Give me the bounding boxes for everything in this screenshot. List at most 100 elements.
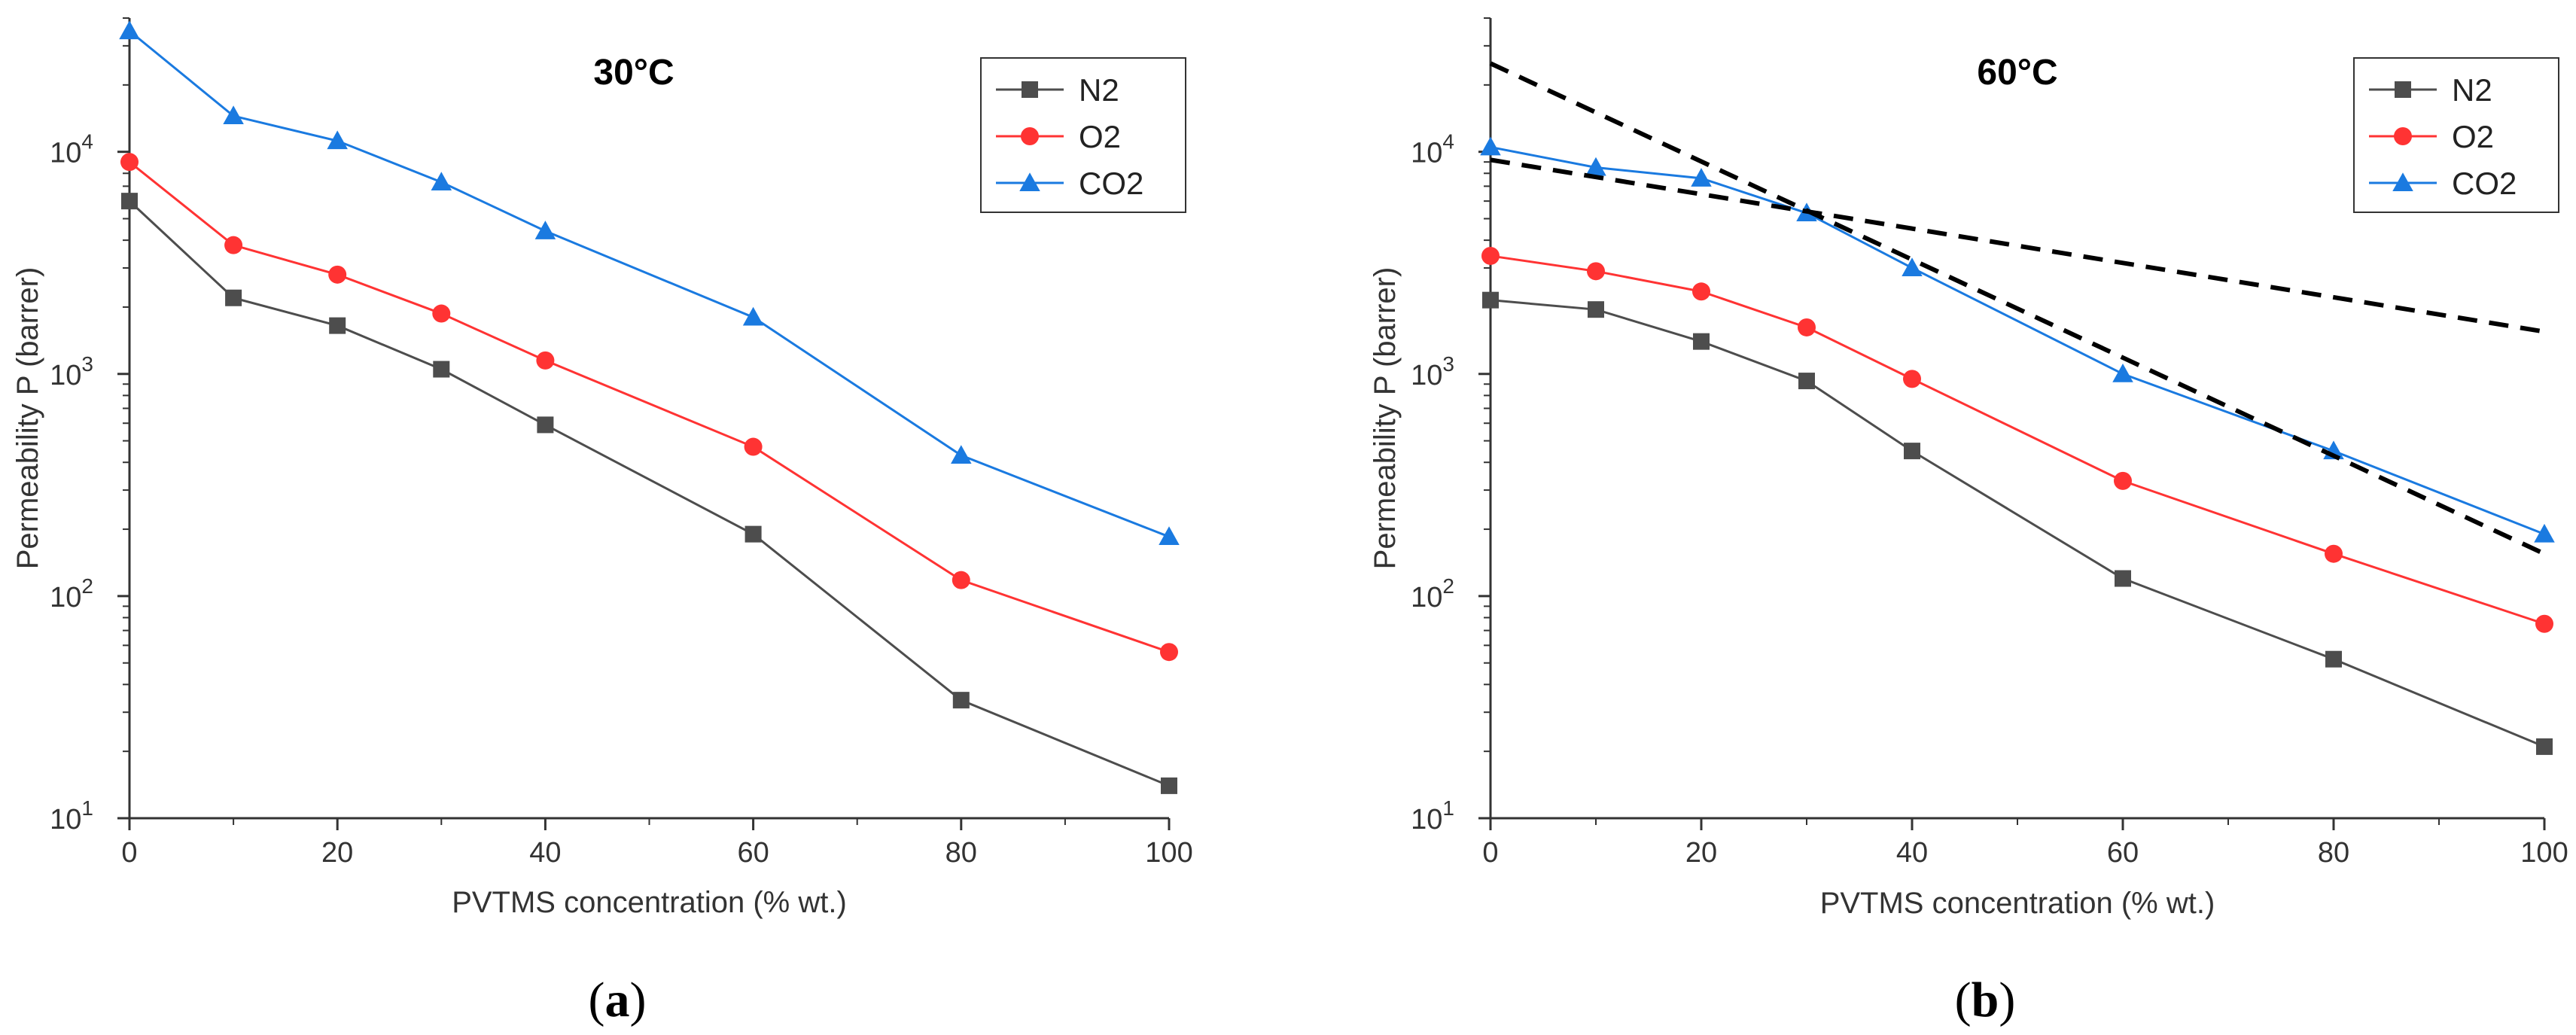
y-tick-label: 104 — [1411, 130, 1454, 169]
data-point-circle — [1021, 127, 1039, 145]
y-tick-exponent: 1 — [1442, 796, 1454, 820]
data-point-square — [2536, 738, 2553, 755]
x-tick-label: 20 — [1685, 837, 1717, 869]
y-tick-exponent: 1 — [81, 796, 93, 820]
x-tick-label: 100 — [1145, 837, 1192, 869]
y-tick-label: 102 — [50, 574, 93, 613]
data-point-square — [1904, 443, 1920, 460]
data-point-square — [1161, 777, 1177, 794]
panel-paren-open: ( — [1955, 973, 1972, 1027]
data-point-circle — [536, 351, 555, 370]
y-tick-base: 10 — [1411, 582, 1442, 613]
y-tick-label: 101 — [1411, 796, 1454, 836]
data-point-circle — [2114, 471, 2132, 490]
data-point-circle — [2535, 614, 2553, 633]
data-point-circle — [1481, 246, 1500, 265]
data-point-square — [121, 193, 138, 210]
data-point-circle — [744, 437, 763, 456]
panel-paren-close: ) — [1999, 973, 2015, 1027]
series-line — [1490, 254, 2545, 626]
y-axis-label: Permeability P (barrer) — [1369, 267, 1402, 570]
y-tick-base: 10 — [1411, 804, 1442, 836]
data-point-triangle — [1902, 257, 1923, 276]
y-tick-exponent: 3 — [81, 352, 93, 376]
data-point-circle — [1160, 643, 1178, 662]
data-point-triangle — [1691, 168, 1712, 187]
data-point-triangle — [1480, 136, 1501, 156]
y-tick-label: 103 — [50, 352, 93, 391]
series-line — [1490, 299, 2545, 748]
series-line — [129, 29, 1170, 538]
data-point-circle — [224, 236, 243, 254]
panel-letter: a — [605, 973, 630, 1027]
data-point-square — [1588, 301, 1604, 318]
data-point-circle — [1798, 318, 1816, 336]
data-point-square — [329, 317, 346, 334]
series-o2 — [120, 153, 1178, 662]
series-line — [129, 161, 1170, 653]
data-point-triangle — [951, 445, 972, 464]
data-point-triangle — [2534, 523, 2555, 543]
y-axis-label: Permeability P (barrer) — [11, 267, 44, 570]
y-tick-exponent: 2 — [81, 574, 93, 598]
data-point-circle — [1587, 262, 1605, 281]
data-point-triangle — [534, 221, 556, 239]
data-point-triangle — [223, 105, 244, 125]
series-co2 — [119, 20, 1180, 546]
x-tick-label: 20 — [321, 837, 353, 869]
legend-label: N2 — [1079, 72, 1119, 108]
panel-label: (b) — [1955, 973, 2016, 1027]
x-tick-label: 100 — [2520, 837, 2568, 869]
data-point-square — [2395, 81, 2411, 98]
y-tick-exponent: 3 — [1442, 352, 1454, 376]
data-point-square — [952, 692, 970, 709]
y-tick-base: 10 — [50, 582, 81, 613]
legend-label: O2 — [2452, 119, 2494, 154]
data-point-square — [1482, 291, 1499, 309]
x-axis-label: PVTMS concentration (% wt.) — [1820, 887, 2215, 920]
legend-label: CO2 — [1079, 166, 1143, 201]
data-point-triangle — [1585, 157, 1606, 176]
y-tick-base: 10 — [1411, 138, 1442, 169]
y-tick-base: 10 — [50, 138, 81, 169]
y-tick-label: 103 — [1411, 352, 1454, 391]
chart-title: 60°C — [1977, 53, 2057, 93]
legend-label: O2 — [1079, 119, 1121, 154]
dashed-reference-line — [1489, 61, 2546, 556]
data-point-square — [1022, 81, 1038, 98]
data-point-square — [1693, 333, 1710, 350]
panel-paren-open: ( — [589, 973, 605, 1027]
y-tick-base: 10 — [50, 804, 81, 836]
data-point-triangle — [1159, 526, 1180, 546]
data-point-circle — [1903, 370, 1921, 388]
legend-label: N2 — [2452, 72, 2492, 108]
series-n2 — [1482, 291, 2553, 755]
data-point-square — [225, 289, 242, 306]
x-tick-label: 80 — [945, 837, 977, 869]
data-point-triangle — [742, 306, 764, 326]
data-point-circle — [2325, 544, 2343, 563]
data-point-triangle — [431, 172, 452, 191]
panel-label: (a) — [589, 973, 647, 1027]
series-o2 — [1481, 246, 2553, 633]
panel-paren-close: ) — [630, 973, 647, 1027]
y-tick-exponent: 4 — [1442, 130, 1454, 154]
data-point-circle — [328, 265, 347, 284]
data-point-triangle — [327, 130, 348, 150]
data-point-square — [2115, 570, 2131, 587]
data-point-triangle — [2392, 172, 2413, 191]
y-tick-exponent: 2 — [1442, 574, 1454, 598]
dashed-reference-line — [1490, 157, 2545, 334]
x-tick-label: 80 — [2318, 837, 2349, 869]
data-point-square — [537, 416, 554, 434]
data-point-circle — [120, 153, 139, 172]
x-tick-label: 0 — [121, 837, 137, 869]
data-point-square — [744, 525, 762, 543]
x-tick-label: 40 — [1896, 837, 1928, 869]
x-axis-label: PVTMS concentration (% wt.) — [452, 886, 847, 919]
x-tick-label: 60 — [2107, 837, 2139, 869]
series-n2 — [121, 193, 1177, 794]
